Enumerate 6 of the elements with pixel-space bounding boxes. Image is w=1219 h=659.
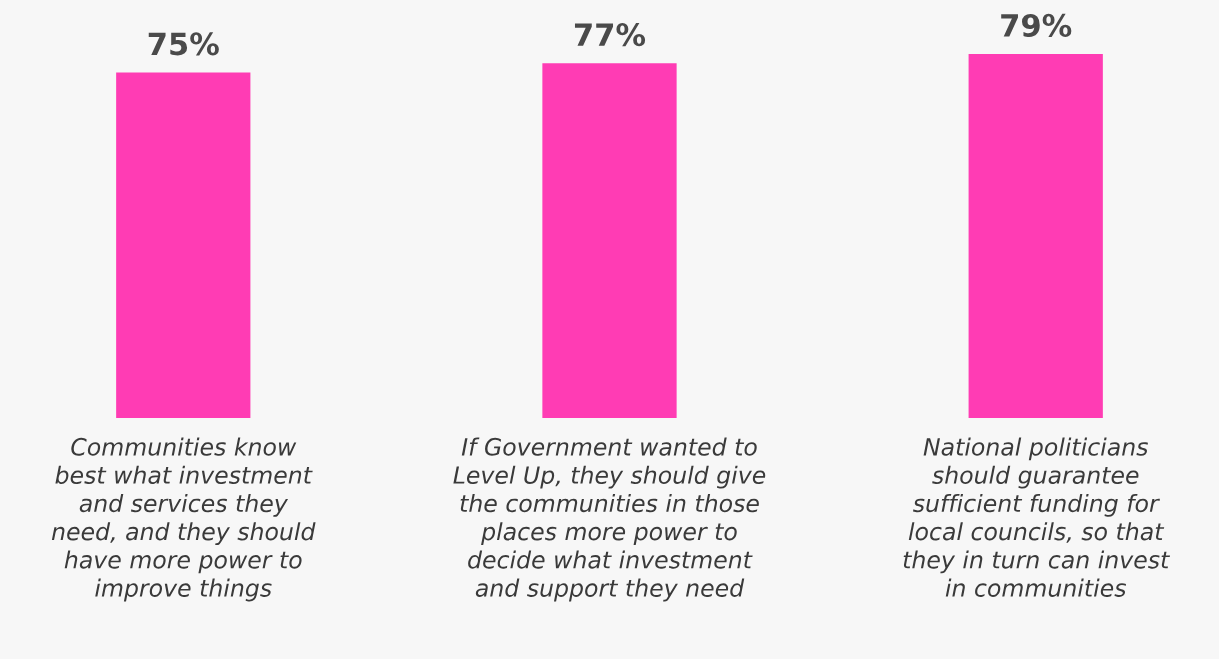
x-tick-label: Communities know best what investment and services they need, and they should have more power to improve things: [51, 437, 316, 602]
data-label: 75%: [148, 32, 219, 56]
x-tick-label: National politicians should guarantee sufficient funding for local councils, so that they in turn can invest in communities: [903, 437, 1171, 597]
x-tick-label: If Government wanted to Level Up, they should give the communities in those places more power to decide what investment and support they need: [453, 437, 766, 602]
data-label: 77%: [574, 23, 646, 47]
data-label: 79%: [1001, 13, 1072, 37]
